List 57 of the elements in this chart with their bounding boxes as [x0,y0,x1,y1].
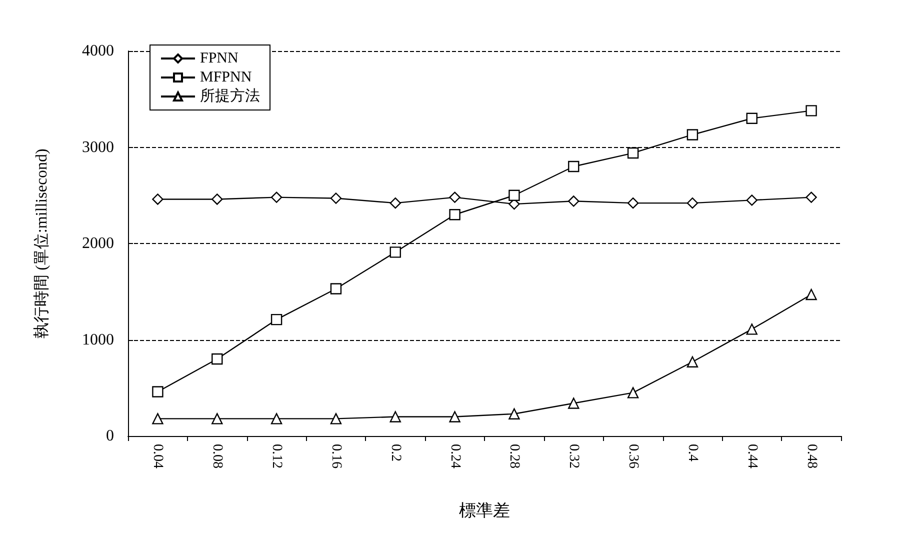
x-tick-label: 0.24 [447,444,462,468]
point [627,147,639,159]
point [568,398,580,409]
point [449,209,460,220]
y-tick-label: 0 [106,428,114,444]
x-tick-label: 0.44 [744,444,760,468]
point [806,288,817,300]
point [212,413,223,424]
point [627,387,639,398]
y-tick-label: 1000 [82,331,114,348]
point [212,194,223,205]
point [152,413,164,424]
point [746,324,758,335]
point [806,192,817,203]
legend-label: 所提方法 [200,88,260,104]
point [686,197,698,209]
point [686,129,698,140]
point [152,194,164,205]
point [627,197,639,209]
point [330,283,342,294]
point [330,192,342,204]
x-tick-label: 0.48 [804,444,819,468]
legend-label: MFPNN [200,70,252,86]
point [686,356,698,368]
point [568,196,580,207]
point [449,192,460,203]
point [508,408,520,420]
point [508,190,520,201]
y-tick-label: 4000 [82,42,114,60]
x-tick-label: 0.4 [684,444,700,462]
x-axis-title: 標準差 [459,501,510,520]
x-tick-label: 0.12 [269,444,284,468]
x-tick-label: 0.2 [388,444,403,462]
point [152,386,164,398]
point [449,411,460,422]
point [212,353,223,365]
point [330,413,342,424]
y-tick-label: 3000 [82,138,114,156]
point [806,105,817,116]
point [270,413,282,424]
point [568,160,580,172]
point [270,192,282,203]
point [746,194,758,206]
point [746,112,758,124]
x-tick-label: 0.08 [210,444,225,468]
x-tick-label: 0.32 [566,444,582,468]
point [390,197,401,209]
point [270,314,282,326]
point [390,411,401,422]
y-tick-label: 2000 [82,235,114,252]
y-axis-title: 執行時間 (單位:millisecond) [32,148,50,338]
x-tick-label: 0.04 [150,444,166,468]
x-tick-label: 0.16 [328,444,344,468]
legend-label: FPNN [200,50,239,66]
x-tick-label: 0.36 [626,444,641,468]
x-tick-label: 0.28 [506,444,522,468]
point [390,246,401,258]
